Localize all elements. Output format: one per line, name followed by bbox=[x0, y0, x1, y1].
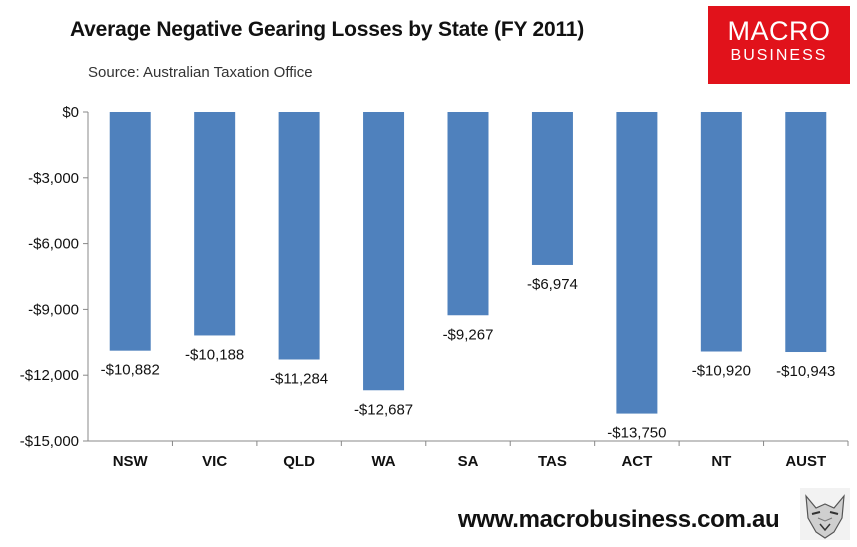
x-tick-label: QLD bbox=[283, 453, 315, 470]
bar bbox=[700, 112, 742, 352]
bar bbox=[785, 112, 827, 353]
y-tick-label: -$9,000 bbox=[28, 301, 79, 318]
y-tick-label: $0 bbox=[62, 104, 79, 121]
logo-line-2: BUSINESS bbox=[730, 47, 828, 64]
y-tick-label: -$15,000 bbox=[20, 433, 79, 450]
x-tick-label: WA bbox=[371, 453, 395, 470]
x-tick-label: SA bbox=[458, 453, 479, 470]
bar bbox=[363, 112, 405, 391]
bar bbox=[278, 112, 320, 360]
bar-data-label: -$13,750 bbox=[607, 425, 666, 442]
bar bbox=[194, 112, 236, 336]
bar bbox=[109, 112, 151, 351]
macro-business-logo: MACRO BUSINESS bbox=[708, 6, 850, 84]
x-tick-label: ACT bbox=[621, 453, 652, 470]
x-tick-label: TAS bbox=[538, 453, 567, 470]
chart-title: Average Negative Gearing Losses by State… bbox=[70, 18, 585, 41]
bar-data-label: -$12,687 bbox=[354, 401, 413, 418]
x-tick-label: VIC bbox=[202, 453, 227, 470]
y-tick-label: -$3,000 bbox=[28, 170, 79, 187]
bar-data-label: -$10,188 bbox=[185, 346, 244, 363]
x-tick-label: AUST bbox=[785, 453, 826, 470]
footer-url: www.macrobusiness.com.au bbox=[458, 506, 780, 533]
bar bbox=[531, 112, 573, 265]
wolf-icon bbox=[800, 488, 850, 540]
bar-data-label: -$9,267 bbox=[443, 326, 494, 343]
bar-data-label: -$10,882 bbox=[101, 362, 160, 379]
x-tick-label: NT bbox=[711, 453, 731, 470]
x-tick-label: NSW bbox=[113, 453, 149, 470]
bar-data-label: -$11,284 bbox=[270, 370, 328, 387]
chart-source: Source: Australian Taxation Office bbox=[88, 64, 313, 81]
bar-data-label: -$6,974 bbox=[527, 276, 578, 293]
bar-data-label: -$10,943 bbox=[776, 363, 835, 380]
bar bbox=[447, 112, 489, 316]
y-tick-label: -$6,000 bbox=[28, 236, 79, 253]
bar-data-label: -$10,920 bbox=[692, 363, 751, 380]
bar bbox=[616, 112, 658, 414]
logo-line-1: MACRO bbox=[727, 16, 831, 46]
y-tick-label: -$12,000 bbox=[20, 367, 79, 384]
